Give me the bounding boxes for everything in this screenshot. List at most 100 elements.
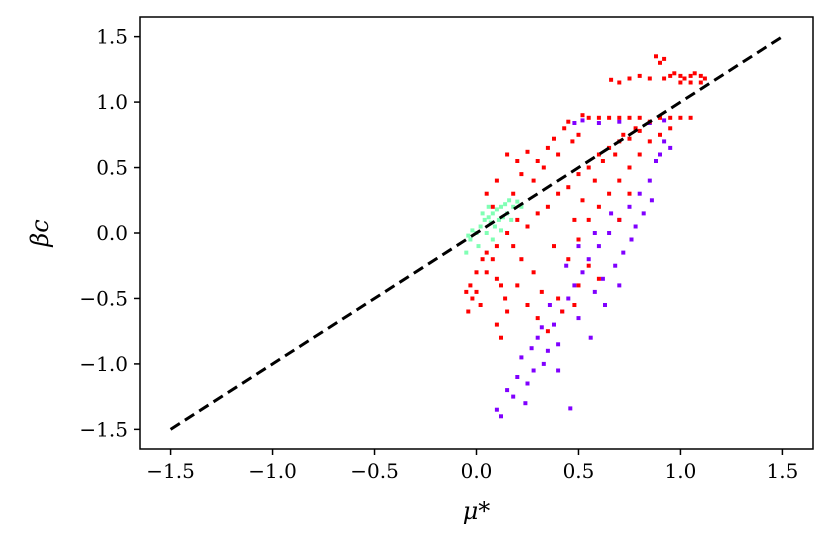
data-point-s2-1 (468, 283, 473, 288)
y-axis-label: βc (26, 219, 54, 247)
data-point-s1-27 (499, 228, 503, 233)
data-point-s2-96 (698, 80, 703, 85)
data-point-s2-13 (505, 309, 510, 314)
data-point-s1-23 (515, 199, 520, 204)
data-point-s2-88 (617, 217, 622, 222)
data-point-s2-54 (545, 145, 550, 150)
data-point-s1-7 (494, 207, 499, 212)
data-point-s2-37 (621, 132, 626, 137)
data-point-s2-19 (531, 270, 536, 275)
data-point-s0-48 (603, 303, 607, 307)
data-point-s2-27 (572, 217, 577, 222)
data-point-s2-25 (560, 309, 565, 314)
data-point-s0-35 (609, 211, 614, 216)
data-point-s1-17 (476, 244, 481, 249)
data-point-s2-97 (662, 76, 667, 81)
data-point-s0-41 (529, 346, 534, 351)
data-point-s0-55 (556, 368, 561, 373)
x-tick-label: 1.0 (665, 459, 697, 483)
data-point-s0-44 (596, 121, 601, 125)
data-point-s2-114 (490, 204, 495, 209)
data-point-s2-91 (678, 73, 683, 78)
data-point-s0-34 (668, 145, 673, 150)
data-point-s2-109 (609, 77, 614, 82)
data-point-s1-3 (478, 224, 483, 229)
data-point-s0-4 (519, 355, 524, 360)
data-point-s0-30 (647, 178, 652, 183)
data-point-s2-62 (541, 165, 546, 170)
data-point-s2-22 (545, 204, 550, 209)
data-point-s2-31 (592, 178, 597, 183)
data-point-s2-5 (478, 303, 483, 307)
points-layer (464, 54, 707, 419)
data-point-s1-1 (468, 237, 473, 242)
data-point-s2-107 (637, 73, 642, 78)
data-point-s2-2 (470, 296, 475, 301)
y-tick-label: 0.0 (96, 221, 128, 245)
data-point-s2-58 (576, 132, 581, 137)
data-point-s2-116 (480, 257, 485, 262)
data-point-s2-17 (519, 257, 524, 262)
reference-line (169, 35, 784, 431)
data-point-s2-74 (576, 237, 581, 242)
data-point-s2-108 (647, 76, 652, 81)
data-point-s2-81 (647, 139, 652, 144)
data-point-s0-0 (499, 414, 503, 419)
data-point-s0-50 (617, 283, 622, 288)
data-point-s0-8 (541, 361, 546, 366)
data-point-s2-59 (580, 113, 585, 118)
data-point-s2-111 (494, 178, 499, 183)
data-point-s2-0 (464, 289, 469, 294)
data-point-s2-113 (505, 152, 510, 157)
data-point-s2-20 (535, 211, 540, 216)
data-point-s0-33 (662, 139, 667, 144)
data-point-s2-7 (490, 257, 495, 262)
data-point-s2-45 (688, 115, 693, 120)
data-point-s1-10 (507, 198, 512, 203)
data-point-s1-14 (492, 224, 497, 229)
data-point-s0-21 (600, 276, 605, 281)
data-point-s0-43 (580, 118, 585, 123)
data-point-s0-3 (515, 375, 520, 379)
data-point-s0-19 (592, 289, 597, 294)
data-point-s2-110 (515, 159, 520, 163)
y-tick-label: −1.5 (79, 417, 128, 441)
data-point-s0-51 (629, 237, 634, 242)
data-point-s2-87 (572, 303, 577, 307)
data-point-s2-80 (637, 152, 642, 157)
data-point-s2-60 (566, 119, 571, 124)
data-point-s2-12 (499, 335, 503, 340)
data-point-s0-32 (658, 152, 662, 157)
data-point-s0-36 (592, 231, 597, 235)
data-point-s2-89 (627, 191, 632, 196)
x-tick-label: −1.0 (248, 459, 297, 483)
data-point-s2-44 (678, 115, 683, 120)
data-point-s2-28 (576, 172, 581, 177)
data-point-s2-67 (484, 250, 489, 255)
data-point-s2-14 (505, 231, 510, 235)
data-point-s2-69 (525, 303, 530, 307)
x-tick-label: −0.5 (350, 459, 399, 483)
data-point-s0-54 (511, 394, 516, 399)
data-point-s0-11 (556, 342, 561, 347)
y-tick-label: 0.5 (96, 156, 128, 180)
data-point-s2-84 (596, 276, 601, 281)
data-point-s0-31 (654, 159, 658, 163)
data-point-s2-35 (613, 152, 618, 157)
data-point-s2-106 (627, 76, 632, 81)
data-point-s2-104 (662, 56, 667, 61)
data-point-s0-14 (566, 296, 571, 301)
data-point-s0-15 (572, 283, 577, 288)
y-tick-label: −1.0 (79, 352, 128, 376)
data-point-s1-22 (486, 204, 491, 209)
data-point-s2-112 (484, 191, 489, 196)
data-point-s0-9 (545, 348, 550, 353)
data-point-s0-38 (564, 263, 569, 268)
data-point-s2-47 (596, 115, 601, 120)
data-point-s0-10 (552, 322, 556, 327)
data-point-s0-5 (525, 381, 530, 386)
data-point-s0-53 (523, 401, 528, 406)
x-tick-label: 0.0 (461, 459, 493, 483)
data-point-s2-42 (658, 115, 662, 120)
data-point-s2-23 (552, 244, 556, 249)
